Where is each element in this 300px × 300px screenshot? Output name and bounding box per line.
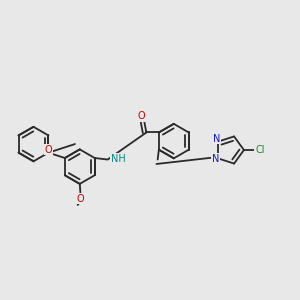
Text: NH: NH <box>111 154 125 164</box>
Text: O: O <box>45 145 52 155</box>
Text: N: N <box>213 134 220 144</box>
Text: Cl: Cl <box>255 145 265 155</box>
Text: N: N <box>212 154 219 164</box>
Text: O: O <box>137 111 145 122</box>
Text: O: O <box>77 194 84 204</box>
